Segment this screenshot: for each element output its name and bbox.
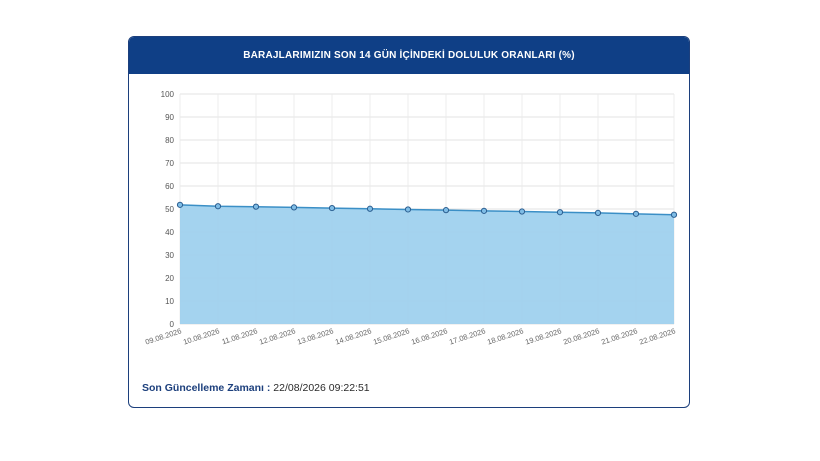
y-tick-label: 70 <box>165 159 174 168</box>
data-point <box>328 204 336 212</box>
x-tick-label: 18.08.2026 <box>486 326 524 346</box>
data-point <box>480 207 488 214</box>
last-update-label: Son Güncelleme Zamanı : <box>142 382 271 394</box>
y-tick-label: 30 <box>165 251 174 260</box>
data-point <box>594 209 602 217</box>
x-tick-label: 17.08.2026 <box>448 326 486 346</box>
data-point <box>442 207 450 214</box>
y-tick-label: 80 <box>165 136 174 145</box>
area-fill <box>180 204 674 324</box>
y-tick-label: 40 <box>165 228 174 237</box>
data-point <box>252 203 260 210</box>
y-tick-label: 50 <box>165 205 174 214</box>
x-tick-label: 11.08.2026 <box>221 326 259 346</box>
data-point <box>176 201 184 208</box>
dam-levels-card: BARAJLARIMIZIN SON 14 GÜN İÇİNDEKİ DOLUL… <box>128 36 690 408</box>
data-point <box>670 211 678 218</box>
last-update: Son Güncelleme Zamanı : 22/08/2026 09:22… <box>142 382 370 394</box>
x-tick-label: 22.08.2026 <box>638 326 676 346</box>
y-tick-label: 10 <box>165 297 174 306</box>
x-tick-label: 15.08.2026 <box>372 326 410 346</box>
x-tick-label: 09.08.2026 <box>144 326 182 346</box>
data-point <box>632 210 640 217</box>
data-point <box>290 204 298 211</box>
last-update-value: 22/08/2026 09:22:51 <box>273 382 370 394</box>
x-tick-label: 12.08.2026 <box>258 326 296 346</box>
x-tick-label: 13.08.2026 <box>296 326 334 346</box>
data-point <box>366 205 374 212</box>
y-tick-label: 60 <box>165 182 174 191</box>
y-tick-label: 20 <box>165 274 174 283</box>
series-line <box>179 204 675 216</box>
data-point <box>214 203 222 210</box>
x-tick-label: 14.08.2026 <box>334 326 372 346</box>
y-tick-label: 100 <box>161 90 175 99</box>
y-tick-label: 90 <box>165 113 174 122</box>
x-tick-label: 19.08.2026 <box>524 326 562 346</box>
dam-occupancy-chart: 0 10 20 30 40 50 60 70 80 90 100 09.08.2026 10.08.20… <box>144 90 678 347</box>
x-tick-label: 16.08.2026 <box>410 326 448 346</box>
x-tick-label: 21.08.2026 <box>600 326 638 346</box>
x-tick-label: 20.08.2026 <box>562 326 600 346</box>
x-tick-label: 10.08.2026 <box>182 326 220 346</box>
chart-title: BARAJLARIMIZIN SON 14 GÜN İÇİNDEKİ DOLUL… <box>129 37 689 74</box>
data-point <box>404 206 412 213</box>
chart-area: 0 10 20 30 40 50 60 70 80 90 100 09.08.2026 10.08.20… <box>129 74 689 374</box>
data-point <box>556 209 564 216</box>
y-tick-label: 0 <box>170 320 175 329</box>
data-point <box>518 208 526 215</box>
